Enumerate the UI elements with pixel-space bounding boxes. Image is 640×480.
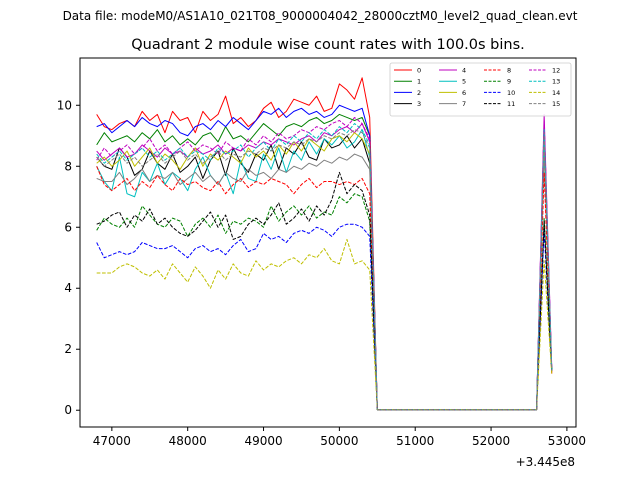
y-tick-label: 8 bbox=[64, 159, 72, 173]
series-line-7 bbox=[96, 150, 553, 411]
y-tick-label: 2 bbox=[64, 342, 72, 356]
series-line-1 bbox=[96, 113, 553, 411]
x-tick-label: 49000 bbox=[244, 434, 282, 448]
x-tick-label: 53000 bbox=[548, 434, 586, 448]
series-line-5 bbox=[96, 129, 553, 411]
y-axis: 0 2 4 6 8 10 bbox=[57, 98, 80, 417]
legend-label-0: 0 bbox=[417, 67, 421, 75]
plot-lines bbox=[96, 77, 553, 411]
series-line-13 bbox=[96, 123, 553, 411]
y-tick-label: 10 bbox=[57, 98, 72, 112]
legend-label-11: 11 bbox=[507, 100, 515, 108]
series-line-8 bbox=[96, 166, 553, 411]
x-offset-label: +3.445e8 bbox=[516, 455, 575, 469]
x-tick-label: 50000 bbox=[320, 434, 358, 448]
legend-label-14: 14 bbox=[552, 89, 560, 97]
legend-label-8: 8 bbox=[507, 67, 511, 75]
legend-label-9: 9 bbox=[507, 78, 511, 86]
legend-label-4: 4 bbox=[462, 67, 466, 75]
legend-label-5: 5 bbox=[462, 78, 466, 86]
series-line-14 bbox=[96, 238, 553, 411]
x-tick-label: 51000 bbox=[396, 434, 434, 448]
series-line-3 bbox=[96, 135, 553, 411]
legend-label-13: 13 bbox=[552, 78, 560, 86]
legend-label-6: 6 bbox=[462, 89, 466, 97]
x-tick-label: 52000 bbox=[472, 434, 510, 448]
plot-frame bbox=[79, 57, 577, 428]
chart-title: Quadrant 2 module wise count rates with … bbox=[131, 37, 525, 53]
series-line-4 bbox=[96, 113, 553, 411]
y-tick-label: 0 bbox=[64, 403, 72, 417]
legend-label-10: 10 bbox=[507, 89, 515, 97]
series-line-15 bbox=[96, 129, 553, 411]
legend-label-3: 3 bbox=[417, 100, 421, 108]
series-line-11 bbox=[96, 171, 553, 411]
legend-label-2: 2 bbox=[417, 89, 421, 97]
legend-label-12: 12 bbox=[552, 67, 560, 75]
x-axis: 47000 48000 49000 50000 51000 52000 53000 bbox=[93, 427, 586, 448]
legend-label-15: 15 bbox=[552, 100, 560, 108]
x-tick-label: 47000 bbox=[93, 434, 131, 448]
legend-box bbox=[389, 62, 572, 117]
y-tick-label: 6 bbox=[64, 220, 72, 234]
chart-suptitle: Data file: modeM0/AS1A10_021T08_90000040… bbox=[63, 9, 578, 23]
series-line-6 bbox=[96, 132, 553, 411]
x-tick-label: 48000 bbox=[169, 434, 207, 448]
series-line-12 bbox=[96, 116, 553, 411]
legend-label-1: 1 bbox=[417, 78, 421, 86]
series-line-10 bbox=[96, 223, 553, 411]
y-tick-label: 4 bbox=[64, 281, 72, 295]
series-line-9 bbox=[96, 193, 553, 411]
series-line-2 bbox=[96, 104, 553, 411]
series-line-0 bbox=[96, 77, 553, 411]
legend-label-7: 7 bbox=[462, 100, 466, 108]
